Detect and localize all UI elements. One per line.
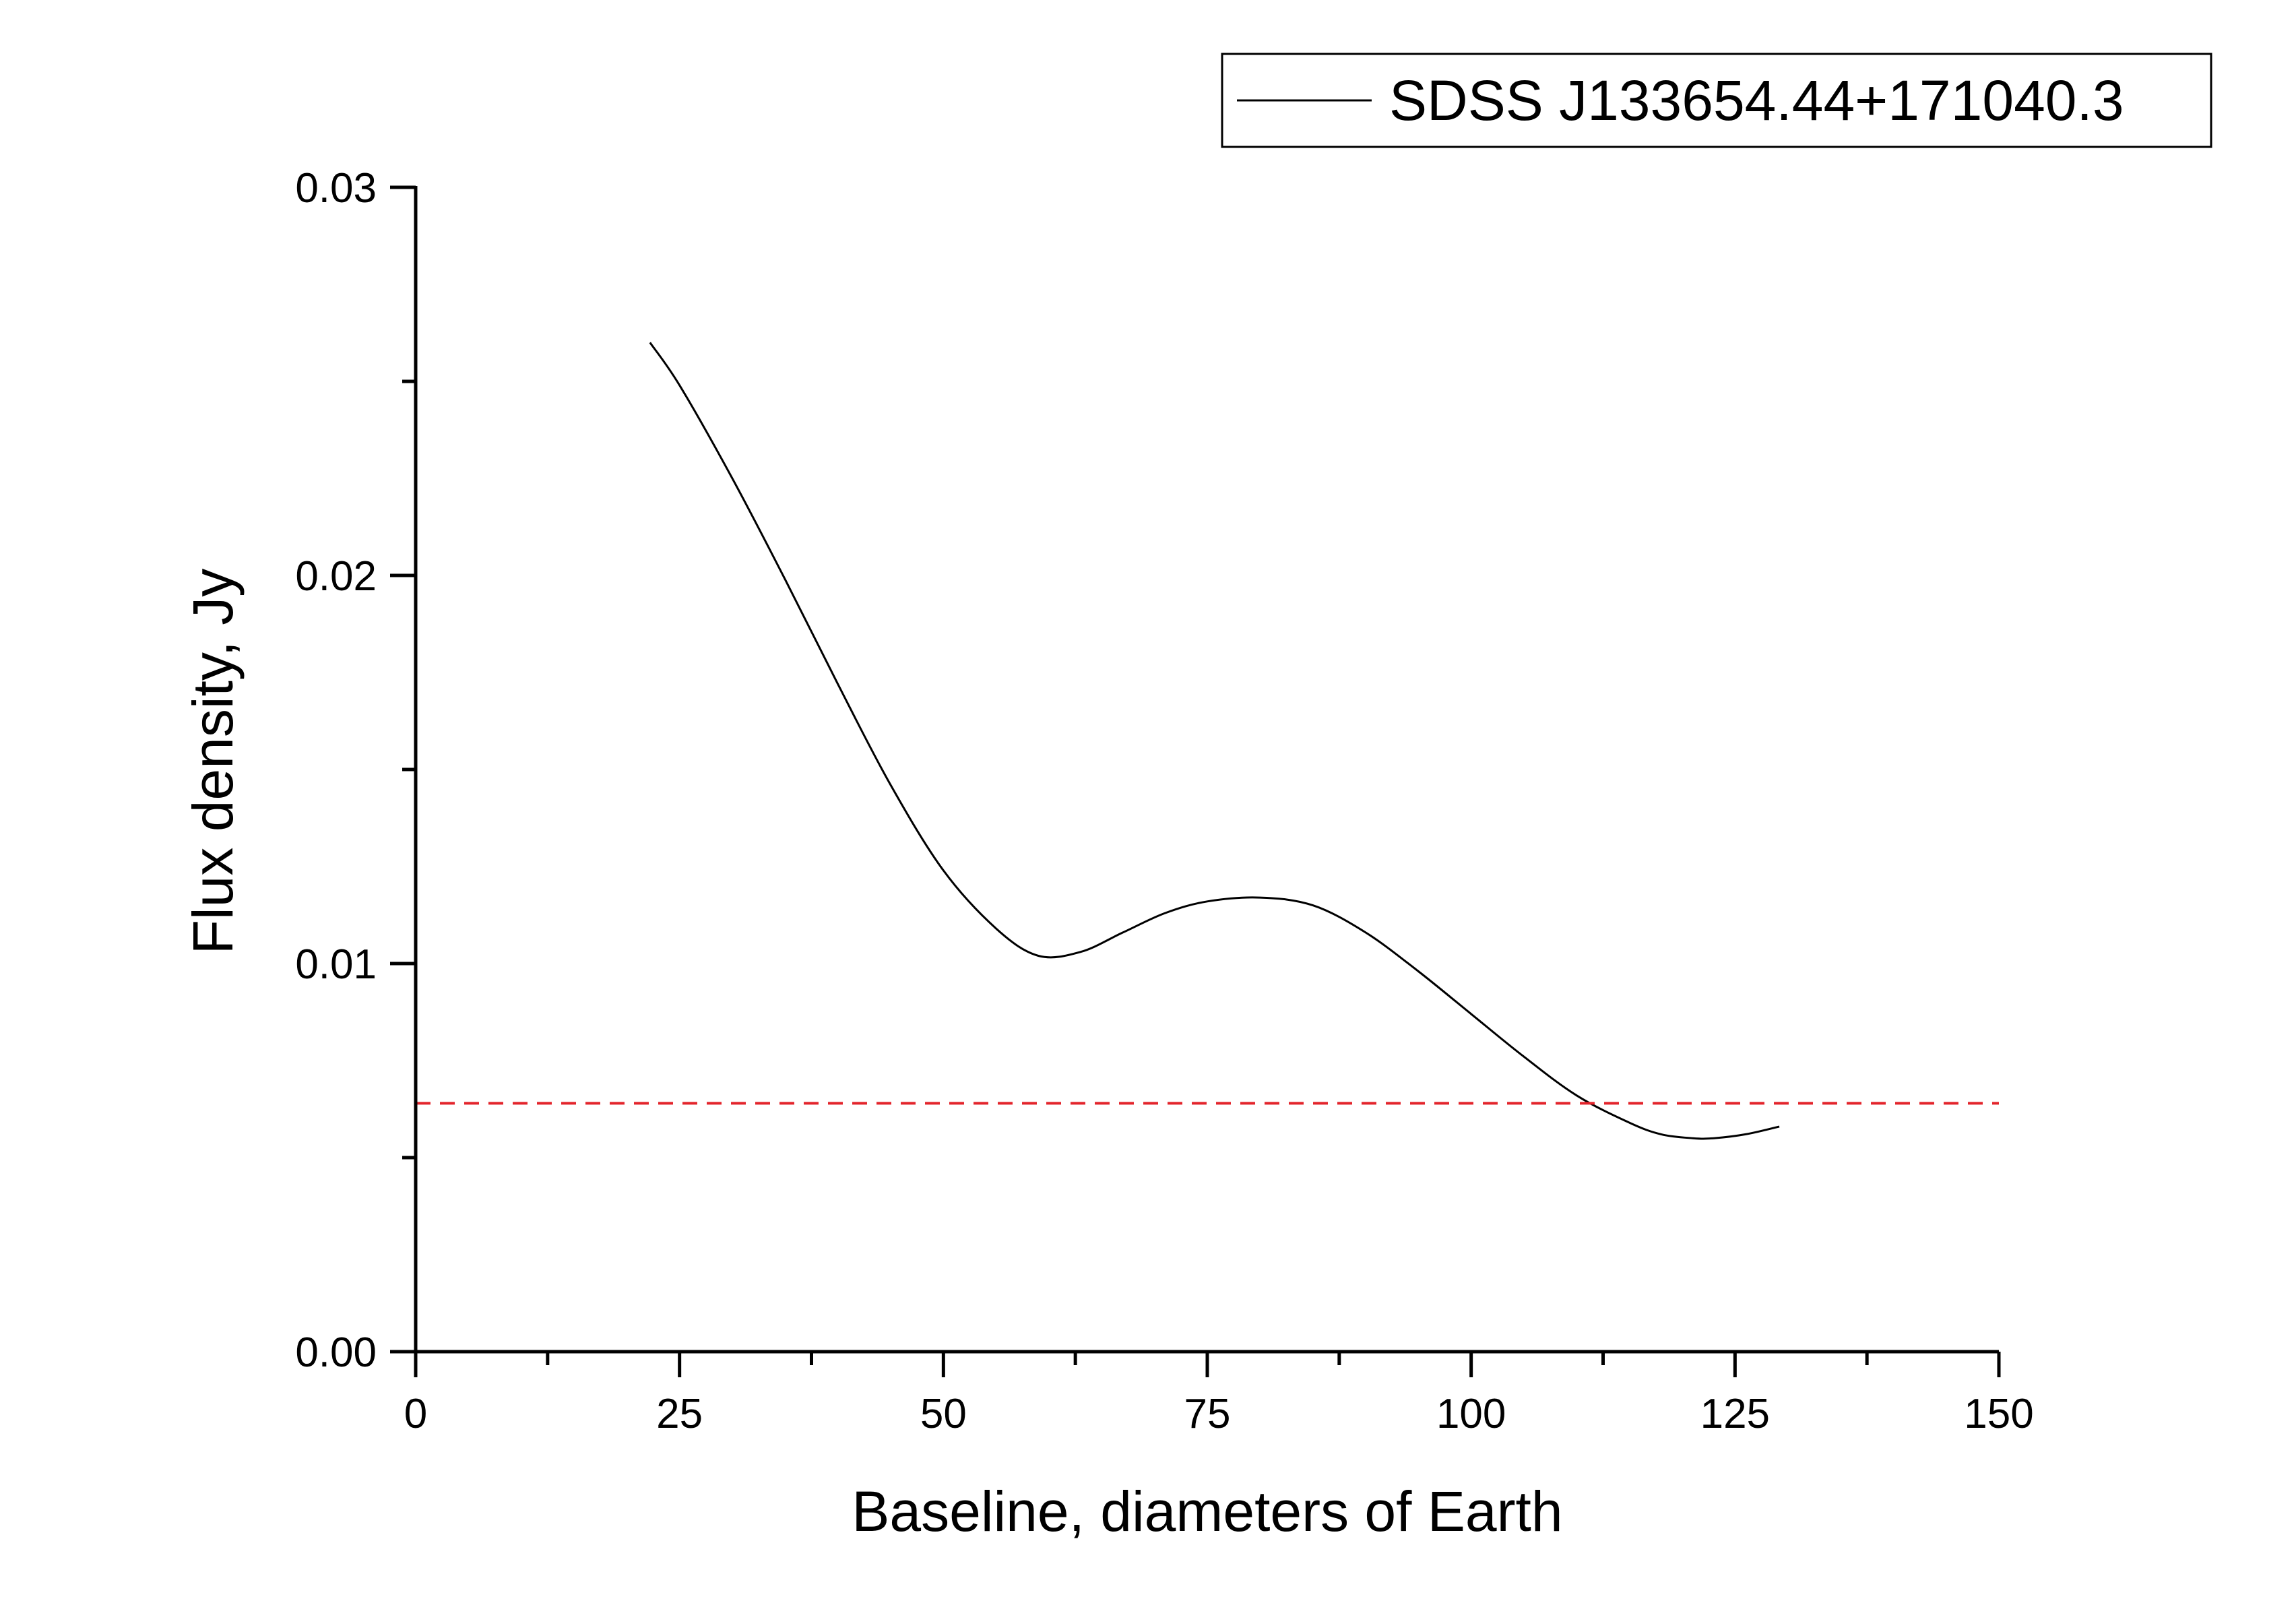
- x-ticks: 0 25 50 75 100 125 150: [404, 1352, 2034, 1437]
- x-axis: 0 25 50 75 100 125 150: [404, 1350, 2034, 1437]
- plot-area: [416, 342, 1999, 1140]
- y-tick-label: 0.03: [295, 165, 377, 212]
- y-tick-label: 0.00: [295, 1329, 377, 1376]
- y-ticks: 0.00 0.01 0.02 0.03: [295, 165, 416, 1376]
- y-tick-label: 0.01: [295, 941, 377, 988]
- legend: SDSS J133654.44+171040.3: [1221, 53, 2212, 148]
- legend-series-label: SDSS J133654.44+171040.3: [1389, 69, 2124, 132]
- legend-box: [1221, 53, 2212, 148]
- x-axis-title: Baseline, diameters of Earth: [852, 1480, 1562, 1543]
- y-axis: 0.00 0.01 0.02 0.03: [295, 165, 418, 1376]
- x-tick-label: 100: [1436, 1391, 1506, 1437]
- y-axis-title: Flux density, Jy: [181, 569, 245, 955]
- x-tick-label: 0: [404, 1391, 427, 1437]
- x-tick-label: 50: [920, 1391, 967, 1437]
- y-tick-label: 0.02: [295, 553, 377, 600]
- x-tick-label: 75: [1184, 1391, 1231, 1437]
- x-tick-label: 25: [656, 1391, 703, 1437]
- x-tick-label: 150: [1964, 1391, 2033, 1437]
- series-line-0: [649, 342, 1780, 1140]
- x-tick-label: 125: [1700, 1391, 1770, 1437]
